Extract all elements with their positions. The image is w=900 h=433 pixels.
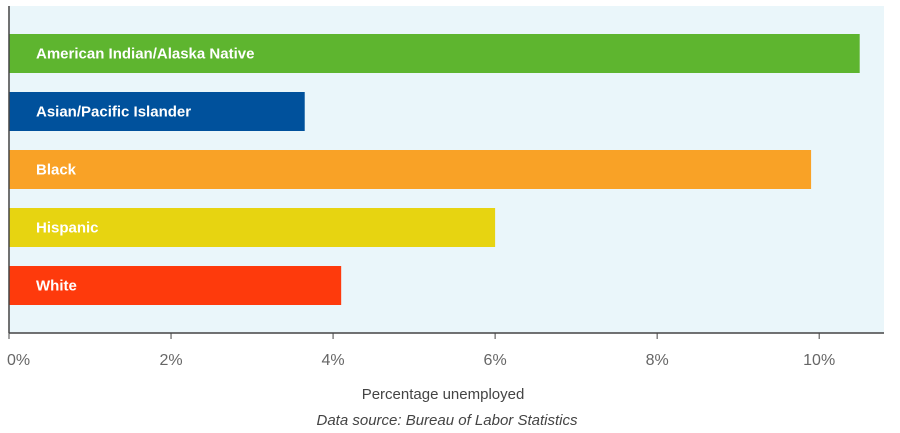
bar-label-black: Black (36, 162, 77, 179)
x-tick-label: 6% (484, 352, 507, 369)
bar-label-american-indian-alaska-native: American Indian/Alaska Native (36, 46, 254, 63)
bar-american-indian-alaska-native (9, 34, 860, 73)
x-tick-label: 10% (803, 352, 835, 369)
bar-labels: American Indian/Alaska Native Asian/Pacif… (36, 46, 254, 295)
x-tick-label: 2% (159, 352, 182, 369)
bar-label-hispanic: Hispanic (36, 220, 99, 237)
bar-hispanic (9, 208, 496, 247)
bar-white (9, 266, 342, 305)
x-axis-title: Percentage unemployed (362, 386, 525, 403)
x-tick-label: 8% (646, 352, 669, 369)
bar-label-asian-pacific-islander: Asian/Pacific Islander (36, 104, 191, 121)
x-tick-label: 0% (7, 352, 30, 369)
bars (9, 34, 860, 305)
x-axis-ticks: 0% 2% 4% 6% 8% 10% (7, 333, 835, 369)
bar-asian-pacific-islander (9, 92, 305, 131)
x-tick-label: 4% (322, 352, 345, 369)
bar-label-white: White (36, 278, 77, 295)
bar-black (9, 150, 812, 189)
data-source-note: Data source: Bureau of Labor Statistics (317, 412, 578, 429)
